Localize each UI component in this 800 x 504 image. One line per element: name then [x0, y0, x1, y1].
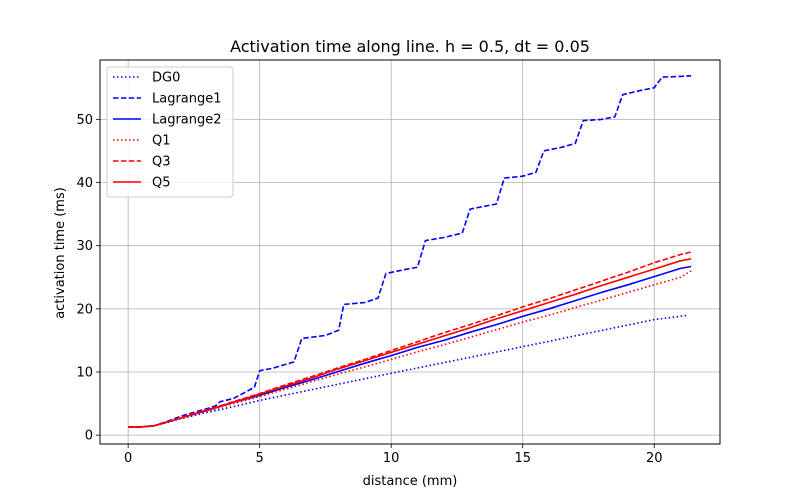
legend-label-q3: Q3 [152, 155, 171, 170]
x-tick-label: 5 [256, 451, 264, 466]
series-line-lagrange1 [128, 75, 692, 428]
y-tick-label: 10 [76, 366, 93, 381]
legend-label-dg0: DG0 [152, 71, 180, 86]
legend-box [106, 66, 234, 198]
legend-label-lagrange2: Lagrange2 [152, 113, 222, 128]
legend-label-q1: Q1 [152, 134, 171, 149]
chart-title: Activation time along line. h = 0.5, dt … [230, 37, 590, 56]
plot-frame [99, 59, 721, 445]
series-line-q5 [128, 258, 692, 428]
y-tick-label: 20 [76, 302, 93, 317]
series-line-dg0 [128, 314, 689, 428]
x-tick-label: 20 [646, 451, 663, 466]
y-axis-label: activation time (ms) [53, 187, 68, 319]
axis-ticks: 0 5 10 15 20 0 10 20 30 40 50 [76, 113, 662, 466]
series-line-q1 [128, 270, 692, 428]
y-tick-label: 50 [76, 113, 93, 128]
x-tick-label: 0 [124, 451, 132, 466]
y-tick-label: 30 [76, 239, 93, 254]
legend-label-lagrange1: Lagrange1 [152, 92, 222, 107]
x-axis-label: distance (mm) [363, 474, 458, 489]
legend: DG0 Lagrange1 Lagrange2 Q1 Q3 Q5 [106, 66, 234, 198]
legend-label-q5: Q5 [152, 176, 171, 191]
y-tick-label: 40 [76, 176, 93, 191]
x-tick-label: 15 [514, 451, 531, 466]
x-tick-label: 10 [383, 451, 400, 466]
y-tick-label: 0 [85, 429, 93, 444]
series-line-q3 [128, 251, 692, 428]
series-lines [128, 75, 692, 428]
